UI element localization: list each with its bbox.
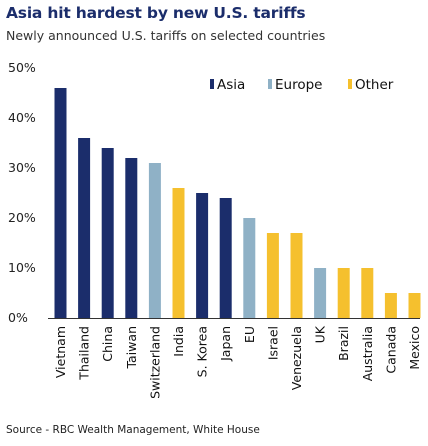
y-tick-label: 40% (8, 110, 36, 125)
chart-title: Asia hit hardest by new U.S. tariffs (6, 4, 306, 22)
legend-label-asia: Asia (217, 77, 245, 93)
y-tick-label: 20% (8, 210, 36, 225)
category-label: Israel (265, 326, 280, 360)
bar-mexico (408, 293, 421, 318)
bar-australia (361, 268, 374, 318)
bar-brazil (337, 268, 350, 318)
category-label: Australia (360, 326, 375, 381)
bar-taiwan (125, 158, 138, 318)
category-label: S. Korea (195, 326, 210, 377)
bar-switzerland (148, 163, 161, 318)
category-label: Vietnam (53, 326, 68, 378)
bar-israel (266, 233, 279, 318)
category-label: Venezuela (289, 326, 304, 390)
bar-thailand (78, 138, 91, 318)
bar-canada (384, 293, 397, 318)
legend-label-europe: Europe (275, 77, 322, 93)
y-tick-label: 10% (8, 260, 36, 275)
category-label: UK (313, 325, 328, 343)
category-label: India (171, 326, 186, 357)
bar-vietnam (54, 88, 67, 318)
bar-eu (243, 218, 256, 318)
bar-china (101, 148, 114, 318)
source-note: Source - RBC Wealth Management, White Ho… (6, 424, 260, 436)
category-label: Switzerland (147, 326, 162, 399)
legend-label-other: Other (355, 77, 394, 93)
y-tick-label: 30% (8, 160, 36, 175)
legend-swatch-europe (268, 79, 272, 89)
category-label: Japan (218, 326, 233, 362)
chart-subtitle: Newly announced U.S. tariffs on selected… (6, 28, 326, 43)
bar-uk (314, 268, 327, 318)
y-tick-label: 0% (8, 310, 28, 325)
y-tick-label: 50% (8, 60, 36, 75)
category-label: Mexico (407, 326, 422, 370)
bar-japan (219, 198, 232, 318)
bar-s-korea (196, 193, 209, 318)
category-label: Canada (383, 326, 398, 374)
bar-venezuela (290, 233, 303, 318)
legend-swatch-asia (210, 79, 214, 89)
bar-india (172, 188, 185, 318)
category-label: EU (242, 326, 257, 343)
category-label: Taiwan (124, 326, 139, 370)
category-label: China (100, 326, 115, 362)
category-label: Thailand (77, 326, 92, 381)
category-label: Brazil (336, 326, 351, 361)
legend-swatch-other (348, 79, 352, 89)
